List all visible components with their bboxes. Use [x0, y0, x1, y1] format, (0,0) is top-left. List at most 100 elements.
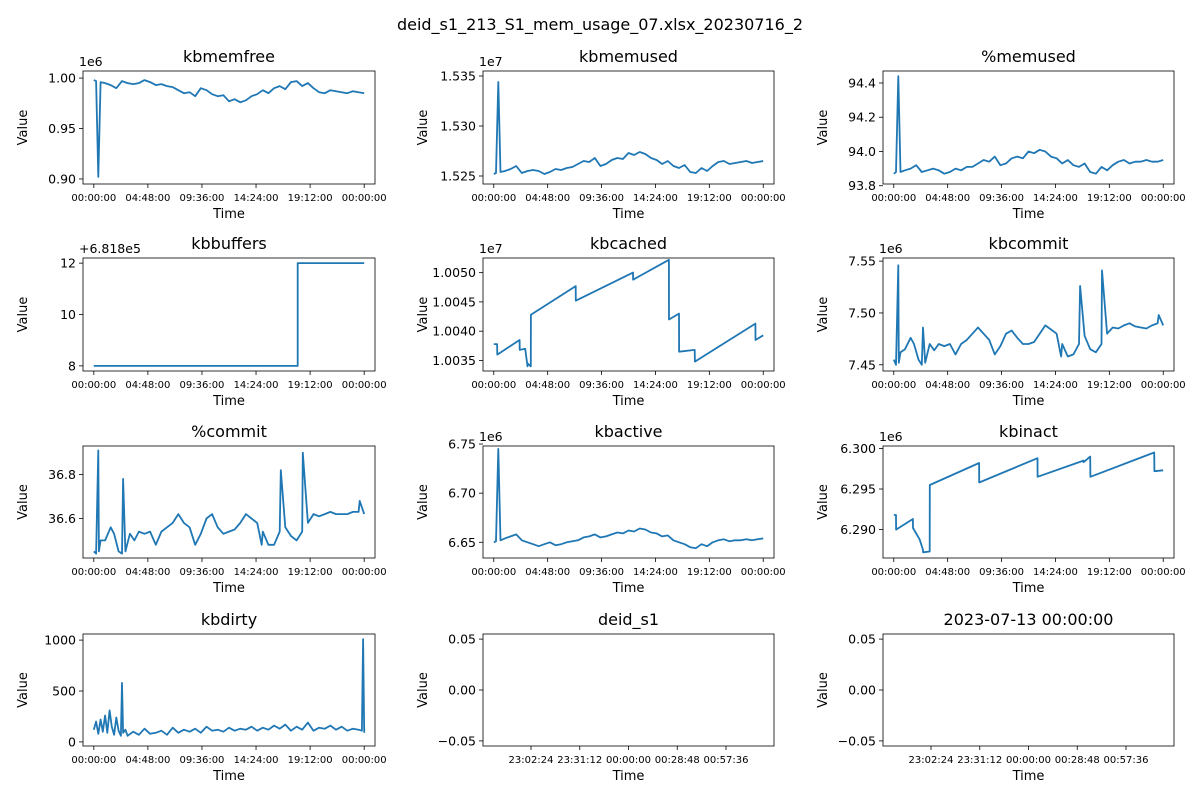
x-tick-label: 14:24:00 — [633, 380, 678, 391]
x-tick-label: 09:36:00 — [180, 567, 225, 578]
x-tick-label: 23:31:12 — [557, 755, 602, 766]
x-axis-label: Time — [212, 207, 245, 222]
x-axis-label: Time — [612, 581, 645, 596]
series-line — [92, 638, 366, 737]
y-tick-label: 7.50 — [848, 305, 876, 320]
y-offset-text: 1e6 — [79, 54, 103, 69]
x-tick-label: 00:00:00 — [606, 755, 651, 766]
y-offset-text: +6.818e5 — [79, 241, 141, 256]
axes-frame — [482, 70, 775, 185]
y-tick-label: 6.65 — [448, 535, 476, 550]
x-tick-label: 14:24:00 — [1033, 193, 1078, 204]
y-tick-label: 12 — [60, 256, 76, 271]
x-tick-label: 00:00:00 — [71, 755, 116, 766]
y-tick-label: 6.75 — [448, 437, 476, 452]
subplot-8: kbactive 6.65 6.70 6.75 00:00:00 04:48:00 09:3… — [416, 422, 786, 596]
y-offset-text: 1e6 — [879, 429, 903, 444]
x-tick-label: 00:00:00 — [871, 380, 916, 391]
x-tick-label: 00:00:00 — [71, 567, 116, 578]
x-tick-label: 00:00:00 — [471, 380, 516, 391]
axes-frame — [82, 633, 376, 747]
y-tick-label: 0 — [68, 734, 76, 749]
x-tick-label: 09:36:00 — [180, 755, 225, 766]
y-tick-label: 94.2 — [848, 110, 876, 125]
x-tick-label: 19:12:00 — [1087, 567, 1132, 578]
series-line — [493, 258, 764, 368]
y-axis-label: Value — [416, 672, 431, 708]
subplot-9: kbinact 6.290 6.295 6.300 00:00:00 04:48:00 09… — [816, 422, 1186, 596]
x-tick-label: 19:12:00 — [288, 380, 333, 391]
y-tick-label: 6.295 — [840, 482, 876, 497]
series-line — [493, 81, 764, 175]
y-axis-label: Value — [16, 110, 31, 146]
x-axis-label: Time — [212, 769, 245, 784]
x-tick-label: 00:00:00 — [1141, 380, 1186, 391]
x-tick-label: 04:48:00 — [925, 380, 970, 391]
figure-suptitle: deid_s1_213_S1_mem_usage_07.xlsx_2023071… — [397, 15, 803, 35]
x-tick-label: 00:00:00 — [871, 193, 916, 204]
y-offset-text: 1e7 — [479, 54, 503, 69]
x-tick-label: 00:00:00 — [342, 193, 387, 204]
subplot-title: %commit — [191, 422, 267, 441]
x-tick-label: 00:00:00 — [1141, 567, 1186, 578]
y-tick-label: 1.0035 — [432, 353, 476, 368]
y-tick-label: 8 — [68, 358, 76, 373]
subplot-2: kbmemused 1.525 1.530 1.535 00:00:00 04:48:00… — [416, 47, 786, 222]
y-axis-label: Value — [816, 110, 831, 146]
x-tick-label: 04:48:00 — [525, 193, 570, 204]
y-tick-label: 6.70 — [448, 486, 476, 501]
x-tick-label: 19:12:00 — [288, 755, 333, 766]
x-tick-label: 14:24:00 — [633, 193, 678, 204]
x-axis-label: Time — [612, 394, 645, 409]
y-tick-label: 10 — [60, 307, 76, 322]
y-tick-label: 0.00 — [448, 683, 476, 698]
y-axis-label: Value — [816, 297, 831, 333]
y-axis-label: Value — [416, 297, 431, 333]
x-tick-label: 14:24:00 — [234, 755, 279, 766]
series-line — [493, 447, 764, 550]
y-tick-label: 94.4 — [848, 75, 876, 90]
x-tick-label: 14:24:00 — [234, 193, 279, 204]
y-tick-label: 1000 — [44, 633, 76, 648]
x-tick-label: 09:36:00 — [180, 193, 225, 204]
subplot-10: kbdirty 0 500 1000 00:00:00 04:48:00 09:36:00 1… — [16, 610, 387, 784]
x-tick-label: 00:00:00 — [741, 567, 786, 578]
y-tick-label: 1.530 — [440, 119, 476, 134]
subplot-title: %memused — [981, 47, 1076, 66]
y-axis-label: Value — [416, 484, 431, 520]
x-tick-label: 04:48:00 — [925, 567, 970, 578]
y-tick-label: 6.300 — [840, 441, 876, 456]
x-tick-label: 04:48:00 — [525, 380, 570, 391]
subplot-7: %commit 36.6 36.8 00:00:00 04:48:00 09:36:00 1… — [16, 422, 387, 596]
x-tick-label: 00:00:00 — [342, 567, 387, 578]
x-axis-label: Time — [1012, 769, 1045, 784]
series-line — [93, 262, 365, 367]
y-tick-label: 1.535 — [440, 69, 476, 84]
x-tick-label: 23:31:12 — [957, 755, 1002, 766]
y-tick-label: 7.45 — [848, 357, 876, 372]
series-line — [892, 264, 1165, 366]
x-tick-label: 09:36:00 — [180, 380, 225, 391]
series-line — [893, 451, 1164, 554]
x-tick-label: 00:00:00 — [71, 380, 116, 391]
x-tick-label: 19:12:00 — [288, 567, 333, 578]
x-tick-label: 04:48:00 — [525, 567, 570, 578]
y-axis-label: Value — [16, 297, 31, 333]
subplot-title: kbcommit — [989, 234, 1069, 253]
subplot-title: kbinact — [999, 422, 1058, 441]
x-tick-label: 00:00:00 — [342, 380, 387, 391]
series-line — [93, 449, 366, 555]
series-line — [893, 75, 1164, 175]
y-tick-label: 1.0050 — [432, 265, 476, 280]
axes-frame — [882, 257, 1175, 372]
y-tick-label: 0.90 — [48, 171, 76, 186]
subplot-1: kbmemfree 0.90 0.95 1.00 00:00:00 04:48:00 09:… — [16, 47, 387, 222]
y-tick-label: 1.0045 — [432, 294, 476, 309]
x-tick-label: 00:00:00 — [1141, 193, 1186, 204]
x-tick-label: 00:00:00 — [741, 380, 786, 391]
x-tick-label: 00:00:00 — [342, 755, 387, 766]
subplot-title: kbdirty — [201, 610, 257, 629]
subplot-title: kbbuffers — [191, 234, 267, 253]
x-axis-label: Time — [612, 769, 645, 784]
